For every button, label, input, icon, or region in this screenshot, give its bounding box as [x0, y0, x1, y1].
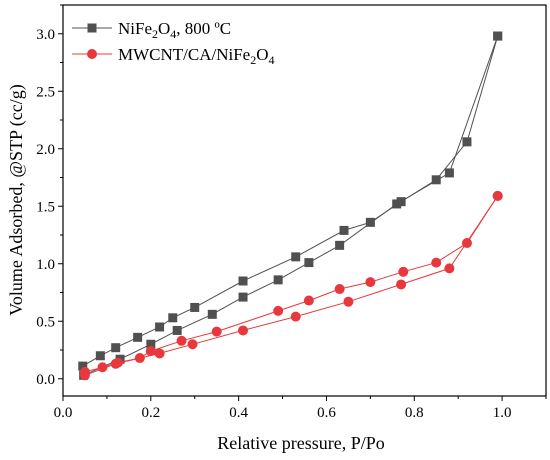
- desorption-point: [493, 31, 503, 41]
- desorption-point: [398, 266, 409, 277]
- y-axis-title: Volume Adsorbed, @STP (cc/g): [6, 84, 27, 316]
- adsorption-point: [172, 325, 182, 335]
- desorption-point: [492, 190, 503, 201]
- desorption-point: [431, 257, 442, 268]
- x-tick-label: 0.8: [405, 405, 424, 421]
- y-tick-label: 2.0: [36, 142, 55, 158]
- desorption-point: [339, 225, 349, 235]
- adsorption-point: [187, 339, 198, 350]
- desorption-point: [111, 343, 121, 353]
- plot-frame: [62, 4, 547, 397]
- desorption-point: [238, 276, 248, 286]
- legend-subscript: 4: [170, 27, 176, 41]
- axes: 0.0 0.2 0.4 0.6 0.8 1.0 0.0 0.5 1.0 1.5 2.0 2.5 3.0: [36, 4, 547, 421]
- series-1: [78, 31, 503, 380]
- adsorption-point: [396, 279, 407, 290]
- desorption-point: [134, 353, 145, 364]
- desorption-point: [365, 277, 376, 288]
- desorption-point: [176, 335, 187, 346]
- legend-subscript: 2: [152, 27, 158, 41]
- desorption-point: [112, 357, 123, 368]
- desorption-point: [78, 361, 88, 371]
- desorption-point: [155, 322, 165, 332]
- x-tick-label: 0.6: [317, 405, 336, 421]
- legend-marker: [87, 23, 97, 33]
- adsorption-point: [290, 311, 301, 322]
- legend-text-part: O: [158, 19, 170, 38]
- adsorption-point: [273, 275, 283, 285]
- adsorption-point: [444, 263, 455, 274]
- adsorption-point: [154, 348, 165, 359]
- legend-subscript: 2: [250, 53, 256, 67]
- y-tick-label: 3.0: [36, 27, 55, 43]
- desorption-point: [97, 362, 108, 373]
- desorption-line: [82, 35, 499, 367]
- legend-label: NiFe2O4, 800 ºC: [118, 19, 231, 41]
- y-tick-label: 2.5: [36, 84, 55, 100]
- desorption-point: [303, 295, 314, 306]
- adsorption-point: [304, 258, 314, 268]
- adsorption-point: [238, 292, 248, 302]
- desorption-point: [461, 238, 472, 249]
- desorption-point: [95, 351, 105, 361]
- desorption-point: [396, 197, 406, 207]
- adsorption-point: [343, 296, 354, 307]
- legend-subscript: 4: [269, 53, 275, 67]
- y-tick-label: 0.5: [36, 314, 55, 330]
- adsorption-point: [207, 309, 217, 319]
- legend-text-part: O: [256, 45, 268, 64]
- y-tick-label: 1.0: [36, 257, 55, 273]
- desorption-point: [273, 305, 284, 316]
- x-axis-title: Relative pressure, P/Po: [217, 433, 384, 453]
- adsorption-point: [444, 168, 454, 178]
- adsorption-point: [146, 339, 156, 349]
- legend-entry-1: NiFe2O4, 800 ºC: [72, 19, 231, 41]
- desorption-point: [168, 313, 178, 323]
- desorption-point: [133, 332, 143, 342]
- legend-text-part: NiFe: [118, 19, 152, 38]
- legend-label: MWCNT/CA/NiFe2O4: [118, 45, 275, 67]
- adsorption-point: [238, 325, 249, 336]
- adsorption-point: [335, 240, 345, 250]
- legend-entry-2: MWCNT/CA/NiFe2O4: [72, 45, 275, 67]
- desorption-point: [334, 284, 345, 295]
- desorption-point: [211, 326, 222, 337]
- desorption-point: [291, 252, 301, 262]
- x-tick-label: 0.0: [54, 405, 73, 421]
- legend-marker: [87, 49, 97, 59]
- x-tick-label: 0.2: [141, 405, 160, 421]
- x-tick-label: 0.4: [229, 405, 248, 421]
- desorption-point: [365, 217, 375, 227]
- desorption-point: [462, 137, 472, 147]
- desorption-point: [79, 366, 90, 377]
- y-tick-label: 0.0: [36, 372, 55, 388]
- y-tick-label: 1.5: [36, 199, 55, 215]
- legend-text-part: , 800 ºC: [176, 19, 231, 38]
- desorption-point: [145, 346, 156, 357]
- adsorption-line: [83, 35, 499, 376]
- x-tick-label: 1.0: [493, 405, 512, 421]
- legend-text-part: MWCNT/CA/NiFe: [118, 45, 250, 64]
- series-layer: [78, 31, 503, 381]
- desorption-point: [431, 175, 441, 185]
- series-2: [79, 190, 503, 381]
- desorption-point: [190, 302, 200, 312]
